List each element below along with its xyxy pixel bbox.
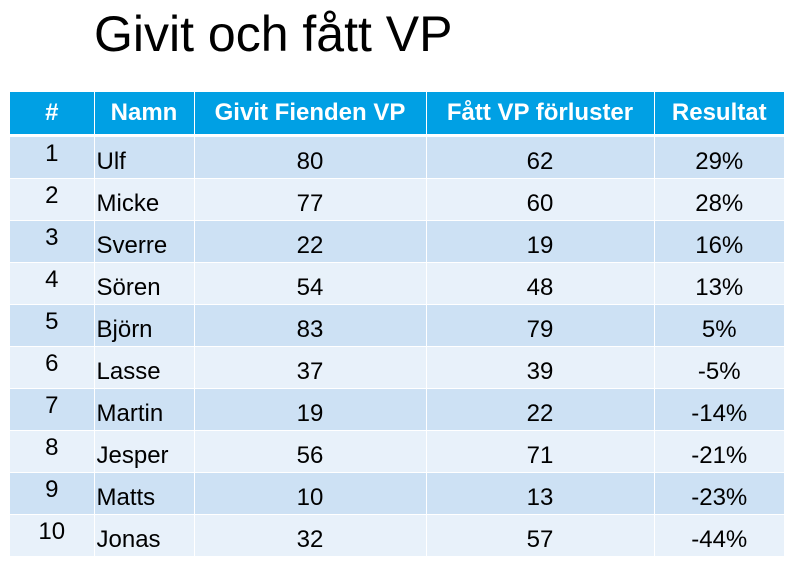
- name-cell: Björn: [94, 304, 195, 347]
- table-row: 6 Lasse 37 39 -5%: [10, 346, 784, 389]
- rank-cell: 7: [10, 388, 95, 431]
- given-cell: 22: [194, 220, 427, 263]
- result-cell: -23%: [654, 472, 784, 515]
- given-cell: 80: [194, 135, 427, 179]
- name-cell: Jonas: [94, 514, 195, 557]
- table-row: 9 Matts 10 13 -23%: [10, 472, 784, 515]
- column-header-rank: #: [10, 92, 95, 137]
- result-cell: 16%: [654, 220, 784, 263]
- column-header-result: Resultat: [654, 92, 784, 137]
- given-cell: 83: [194, 304, 427, 347]
- rank-cell: 6: [10, 346, 95, 389]
- received-cell: 48: [426, 262, 655, 305]
- received-cell: 19: [426, 220, 655, 263]
- given-cell: 54: [194, 262, 427, 305]
- table-row: 4 Sören 54 48 13%: [10, 262, 784, 305]
- rank-cell: 10: [10, 514, 95, 557]
- received-cell: 57: [426, 514, 655, 557]
- received-cell: 79: [426, 304, 655, 347]
- given-cell: 19: [194, 388, 427, 431]
- rank-cell: 1: [10, 135, 95, 179]
- column-header-name: Namn: [94, 92, 195, 137]
- rank-cell: 5: [10, 304, 95, 347]
- result-cell: 28%: [654, 178, 784, 221]
- given-cell: 32: [194, 514, 427, 557]
- result-cell: 29%: [654, 135, 784, 179]
- given-cell: 56: [194, 430, 427, 473]
- result-cell: -5%: [654, 346, 784, 389]
- rank-cell: 2: [10, 178, 95, 221]
- name-cell: Ulf: [94, 135, 195, 179]
- result-cell: 13%: [654, 262, 784, 305]
- given-cell: 10: [194, 472, 427, 515]
- table-row: 7 Martin 19 22 -14%: [10, 388, 784, 431]
- received-cell: 60: [426, 178, 655, 221]
- name-cell: Micke: [94, 178, 195, 221]
- name-cell: Martin: [94, 388, 195, 431]
- received-cell: 71: [426, 430, 655, 473]
- table-row: 5 Björn 83 79 5%: [10, 304, 784, 347]
- given-cell: 77: [194, 178, 427, 221]
- rank-cell: 4: [10, 262, 95, 305]
- column-header-received: Fått VP förluster: [426, 92, 655, 137]
- name-cell: Jesper: [94, 430, 195, 473]
- result-cell: -44%: [654, 514, 784, 557]
- page-title: Givit och fått VP: [94, 6, 453, 62]
- received-cell: 22: [426, 388, 655, 431]
- result-cell: -21%: [654, 430, 784, 473]
- result-cell: -14%: [654, 388, 784, 431]
- received-cell: 62: [426, 135, 655, 179]
- rank-cell: 8: [10, 430, 95, 473]
- result-cell: 5%: [654, 304, 784, 347]
- table-row: 1 Ulf 80 62 29%: [10, 135, 784, 179]
- name-cell: Matts: [94, 472, 195, 515]
- name-cell: Sören: [94, 262, 195, 305]
- table-row: 2 Micke 77 60 28%: [10, 178, 784, 221]
- table-row: 10 Jonas 32 57 -44%: [10, 514, 784, 557]
- received-cell: 39: [426, 346, 655, 389]
- table-row: 8 Jesper 56 71 -21%: [10, 430, 784, 473]
- name-cell: Lasse: [94, 346, 195, 389]
- name-cell: Sverre: [94, 220, 195, 263]
- table-row: 3 Sverre 22 19 16%: [10, 220, 784, 263]
- rank-cell: 3: [10, 220, 95, 263]
- table-header-row: # Namn Givit Fienden VP Fått VP förluste…: [10, 92, 784, 137]
- column-header-given: Givit Fienden VP: [194, 92, 427, 137]
- results-table: # Namn Givit Fienden VP Fått VP förluste…: [10, 92, 784, 557]
- given-cell: 37: [194, 346, 427, 389]
- received-cell: 13: [426, 472, 655, 515]
- rank-cell: 9: [10, 472, 95, 515]
